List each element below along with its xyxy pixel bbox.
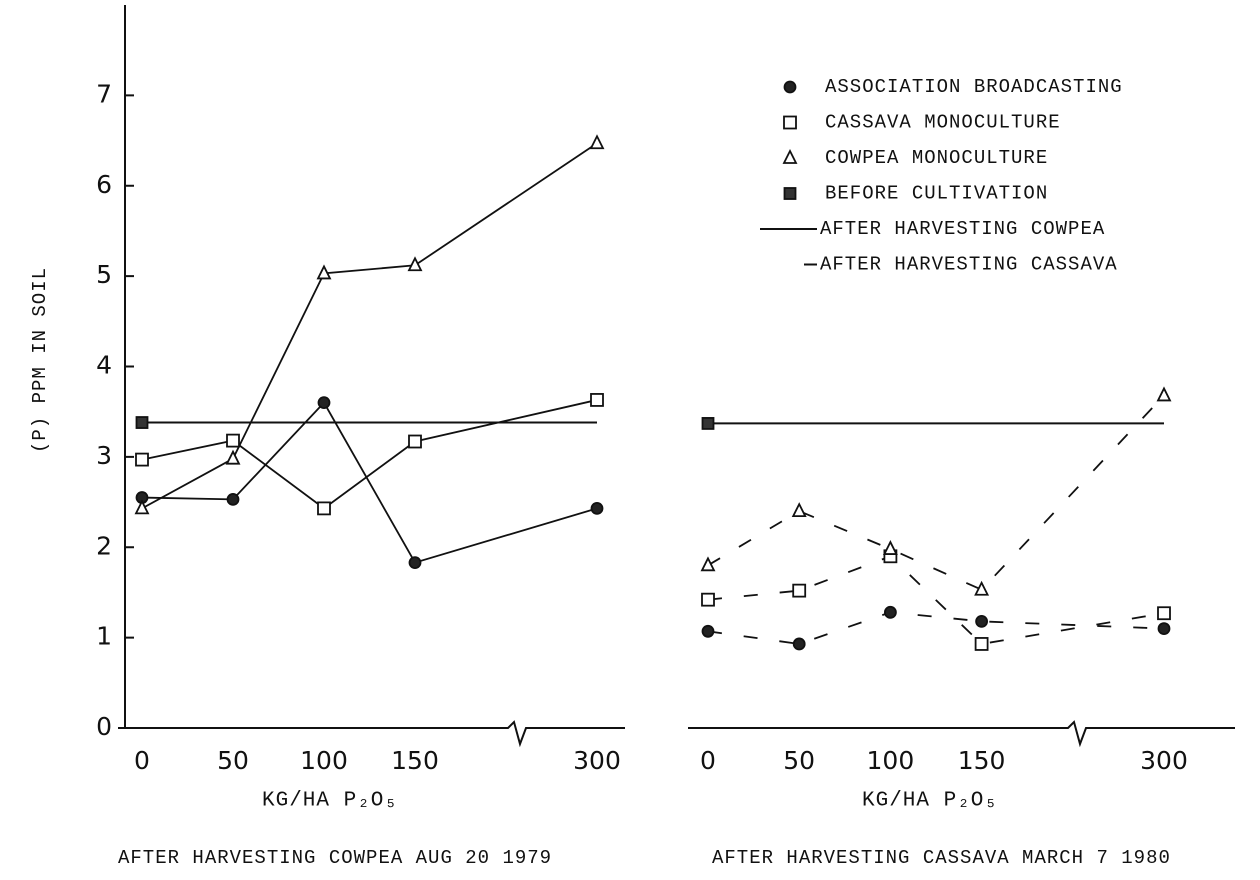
triangle-marker xyxy=(974,580,990,596)
circle-marker xyxy=(408,556,422,570)
square-marker xyxy=(792,583,807,598)
x-tick-label: 50 xyxy=(783,746,815,775)
series-line xyxy=(707,394,1165,591)
square-marker xyxy=(317,501,331,516)
legend-label: AFTER HARVESTING COWPEA xyxy=(820,218,1105,240)
triangle-marker xyxy=(316,264,332,280)
y-axis-label: (P) PPM IN SOIL xyxy=(29,267,51,453)
square-marker xyxy=(226,433,240,448)
square-marker xyxy=(408,434,422,449)
y-tick-label: 7 xyxy=(96,79,112,108)
x-tick-label: 0 xyxy=(134,746,150,775)
square-marker xyxy=(135,452,149,467)
triangle-marker xyxy=(407,256,423,272)
legend-label: AFTER HARVESTING CASSAVA xyxy=(820,254,1118,276)
circle-marker xyxy=(590,501,604,515)
x-tick-label: 50 xyxy=(217,746,249,775)
x-tick-label: 150 xyxy=(391,746,439,775)
square-marker xyxy=(701,592,715,607)
triangle-marker xyxy=(225,449,241,465)
triangle-marker xyxy=(1156,386,1172,402)
series-line xyxy=(141,399,598,510)
circle-marker xyxy=(317,396,331,410)
filled-square-marker xyxy=(135,416,149,429)
x-tick-label: 300 xyxy=(1140,746,1188,775)
square-marker xyxy=(590,393,604,407)
y-tick-label: 1 xyxy=(96,622,112,651)
y-tick-label: 2 xyxy=(96,531,112,560)
y-tick-label: 3 xyxy=(96,441,112,470)
circle-marker xyxy=(792,637,806,651)
x-tick-label: 0 xyxy=(700,746,716,775)
x-axis xyxy=(688,720,1235,748)
x-axis xyxy=(118,720,625,748)
y-tick-label: 6 xyxy=(96,170,112,199)
subtitle: AFTER HARVESTING COWPEA AUG 20 1979 xyxy=(118,847,552,869)
filled-square-marker xyxy=(701,417,715,430)
triangle-marker xyxy=(782,148,798,164)
series-line xyxy=(141,142,598,510)
subtitle: AFTER HARVESTING CASSAVA MARCH 7 1980 xyxy=(712,847,1171,869)
legend-label: ASSOCIATION BROADCASTING xyxy=(825,76,1123,98)
circle-marker xyxy=(1157,622,1171,635)
circle-marker xyxy=(783,80,797,94)
triangle-marker xyxy=(589,134,605,150)
y-tick-label: 4 xyxy=(96,351,112,380)
x-axis-label: KG/HA P₂O₅ xyxy=(262,790,398,813)
series-line xyxy=(141,401,598,564)
x-tick-label: 100 xyxy=(867,746,915,775)
legend-label: CASSAVA MONOCULTURE xyxy=(825,112,1061,134)
x-tick-label: 300 xyxy=(573,746,621,775)
legend-label: COWPEA MONOCULTURE xyxy=(825,147,1048,169)
square-marker xyxy=(1157,606,1171,621)
circle-marker xyxy=(884,605,897,619)
circle-marker xyxy=(226,492,240,506)
square-marker xyxy=(974,637,989,651)
series-line xyxy=(707,611,1165,645)
x-tick-label: 150 xyxy=(958,746,1006,775)
square-marker xyxy=(783,115,797,130)
filled-square-marker xyxy=(783,187,797,200)
x-tick-label: 100 xyxy=(300,746,348,775)
triangle-marker xyxy=(134,499,150,515)
y-tick-label: 5 xyxy=(96,260,112,289)
triangle-marker xyxy=(882,540,898,555)
triangle-marker xyxy=(700,556,716,572)
circle-marker xyxy=(701,624,715,638)
circle-marker xyxy=(975,614,988,628)
legend-label: BEFORE CULTIVATION xyxy=(825,183,1048,205)
triangle-marker xyxy=(791,502,807,517)
x-axis-label: KG/HA P₂O₅ xyxy=(862,790,998,813)
y-tick-label: 0 xyxy=(96,712,112,741)
